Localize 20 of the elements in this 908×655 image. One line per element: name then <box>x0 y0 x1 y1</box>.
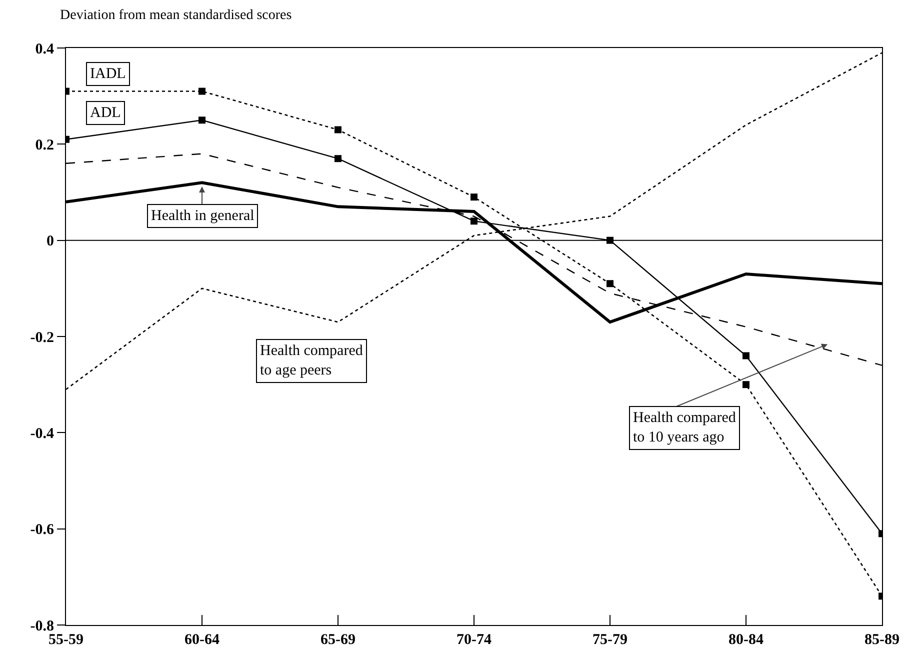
y-tick-label: 0 <box>46 234 54 250</box>
y-tick-label: 0.2 <box>35 137 54 154</box>
y-tick-label: -0.6 <box>30 522 54 538</box>
y-tick-label: 0.4 <box>35 41 54 58</box>
x-tick-label: 60-64 <box>184 632 220 648</box>
y-axis-title: Deviation from mean standardised scores <box>60 8 292 23</box>
x-tick-label: 70-74 <box>456 632 492 648</box>
x-tick-label: 55-59 <box>48 632 84 648</box>
series-label: ADL <box>90 105 121 121</box>
x-tick-label: 85-89 <box>864 632 900 648</box>
y-tick-label: -0.2 <box>30 330 54 346</box>
y-tick-label: -0.8 <box>30 618 54 634</box>
x-tick-label: 65-69 <box>320 632 356 648</box>
series-label: IADL <box>90 66 126 82</box>
y-tick-label: -0.4 <box>30 426 54 442</box>
text: Health compared to 10 years ago <box>633 410 736 446</box>
x-tick-label: 75-79 <box>592 632 628 648</box>
x-tick-label: 80-84 <box>728 632 764 648</box>
text: Health compared to age peers <box>260 343 364 378</box>
series-label: Health in general <box>151 208 254 224</box>
